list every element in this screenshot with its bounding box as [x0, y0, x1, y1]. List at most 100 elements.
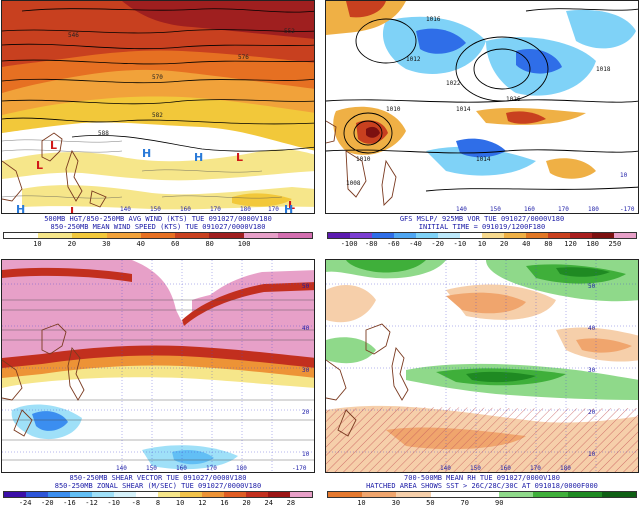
isobar-label: 1014: [476, 156, 491, 163]
colorbar-tick-label: 180: [586, 240, 600, 248]
isobar-label: 1016: [426, 16, 441, 23]
lat-label: 10: [588, 451, 596, 458]
lon-label: 160: [180, 206, 191, 213]
colorbar-tick-label: -20: [431, 240, 445, 248]
colorbar: [327, 491, 637, 498]
lon-label: 170: [530, 465, 541, 472]
colorbar-swatch: [570, 233, 592, 238]
colorbar-ticks: 10 20 30 40 60 80 100: [1, 240, 315, 250]
colorbar-swatch: [394, 233, 416, 238]
caption-line-1: 850-250MB SHEAR VECTOR TUE 091027/0000V1…: [69, 474, 247, 482]
lat-label: 10: [302, 451, 310, 458]
colorbar-swatch: [499, 492, 534, 497]
colorbar-swatch: [209, 233, 244, 238]
map-zonal-shear: 50 40 30 20 10 140 150 160 170 180 -170: [1, 259, 315, 473]
colorbar-tick-label: 10: [175, 499, 185, 507]
contour-label: 546: [68, 32, 79, 39]
contour-label: 582: [152, 112, 163, 119]
colorbar-swatch: [592, 233, 614, 238]
high-label: H: [194, 151, 203, 164]
colorbar-swatch: [38, 233, 73, 238]
colorbar-tick-label: 10: [33, 240, 42, 248]
isobar-label: 1008: [346, 180, 361, 187]
lon-label: 150: [490, 206, 501, 213]
low-label: L: [288, 199, 295, 212]
colorbar-swatch: [72, 233, 107, 238]
colorbar-swatch: [180, 492, 202, 497]
lat-label: 20: [302, 409, 310, 416]
lon-label: -170: [292, 465, 307, 472]
colorbar-swatch: [26, 492, 48, 497]
colorbar-tick-label: 12: [198, 499, 207, 507]
contour-label: 570: [152, 74, 163, 81]
colorbar-swatch: [504, 233, 526, 238]
colorbar-swatch: [482, 233, 504, 238]
colorbar-tick-label: 60: [171, 240, 180, 248]
colorbar-tick-label: 24: [264, 499, 273, 507]
isobar-label: 1012: [406, 56, 421, 63]
lon-label: 180: [560, 465, 571, 472]
colorbar-tick-label: 30: [391, 499, 401, 507]
colorbar-tick-label: -10: [453, 240, 467, 248]
colorbar-tick-label: 50: [426, 499, 435, 507]
colorbar-swatch: [202, 492, 224, 497]
isobar-label: 1026: [506, 96, 521, 103]
lat-label: 30: [302, 367, 310, 374]
panel-zonal-shear: 50 40 30 20 10 140 150 160 170 180 -170 …: [1, 259, 315, 509]
lat-label: 10: [620, 172, 628, 179]
colorbar-swatch: [114, 492, 136, 497]
panel-500mb-wind: L L L L L H H H H 570 576 582 588 546 55…: [1, 0, 315, 250]
contour-label: 588: [98, 130, 109, 137]
isobar-label: 1022: [446, 80, 461, 87]
low-label: L: [50, 139, 57, 152]
colorbar-swatch: [140, 233, 176, 238]
colorbar-swatch: [438, 233, 460, 238]
isobar-label: 1010: [386, 106, 401, 113]
colorbar-swatch: [601, 492, 636, 497]
colorbar-swatch: [268, 492, 290, 497]
lat-label: 20: [588, 409, 596, 416]
colorbar-swatch: [416, 233, 438, 238]
lon-label: 180: [588, 206, 599, 213]
lat-label: 40: [302, 325, 310, 332]
colorbar-swatch: [92, 492, 114, 497]
caption-line-2: HATCHED AREA SHOWS SST > 26C/28C/30C AT …: [366, 482, 598, 490]
colorbar-swatch: [224, 492, 246, 497]
colorbar-swatch: [290, 492, 312, 497]
caption-line-1: 700-500MB MEAN RH TUE 091027/0000V180: [404, 474, 560, 482]
map-500mb-wind: L L L L L H H H H 570 576 582 588 546 55…: [1, 0, 315, 214]
contour-label: 576: [238, 54, 249, 61]
lon-label: -170: [620, 206, 635, 213]
colorbar-swatch: [4, 492, 26, 497]
lon-label: 150: [146, 465, 157, 472]
low-label: L: [70, 205, 77, 214]
colorbar-tick-label: 16: [220, 499, 229, 507]
lon-label: 170: [206, 465, 217, 472]
colorbar-swatch: [372, 233, 394, 238]
colorbar-tick-label: -20: [40, 499, 54, 507]
colorbar-tick-label: 30: [102, 240, 111, 248]
colorbar-tick-label: 10: [477, 240, 487, 248]
colorbar-swatch: [460, 233, 482, 238]
isobar-label: 1018: [596, 66, 611, 73]
colorbar-swatch: [136, 492, 158, 497]
colorbar-swatch: [158, 492, 180, 497]
caption-line-1: GFS MSLP/ 925MB VOR TUE 091027/0000V180: [399, 215, 565, 223]
lon-label: 170: [210, 206, 221, 213]
colorbar: [3, 232, 313, 239]
colorbar-tick-label: 250: [608, 240, 622, 248]
lon-label: 150: [150, 206, 161, 213]
caption-line-2: 850-250MB MEAN WIND SPEED (KTS) TUE 0910…: [50, 223, 266, 231]
lon-label: 160: [524, 206, 535, 213]
colorbar-swatch: [548, 233, 570, 238]
colorbar-tick-label: 20: [67, 240, 77, 248]
colorbar-tick-label: -24: [18, 499, 32, 507]
colorbar-tick-label: 40: [522, 240, 531, 248]
lon-label: 140: [120, 206, 131, 213]
lon-label: 180: [236, 465, 247, 472]
colorbar-tick-label: 120: [564, 240, 577, 248]
colorbar-tick-label: -12: [85, 499, 98, 507]
colorbar-tick-label: 90: [495, 499, 504, 507]
colorbar-ticks: -100 -80 -60 -40 -20 -10 10 20 40 80 120 180 250: [325, 240, 639, 250]
low-label: L: [236, 151, 243, 164]
